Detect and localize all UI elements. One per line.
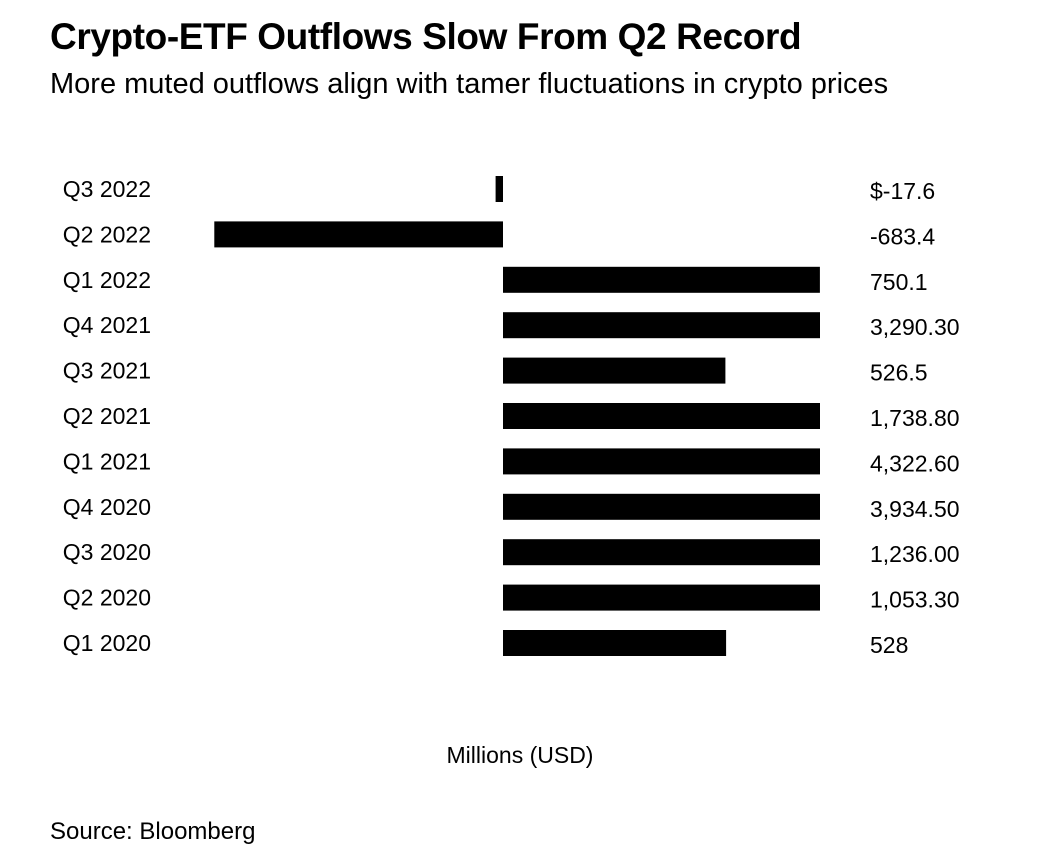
value-label: 4,322.60 <box>870 450 960 476</box>
bar-q2-2020 <box>503 584 820 611</box>
bar-q3-2022 <box>495 176 503 202</box>
category-label: Q2 2021 <box>63 403 151 429</box>
category-label: Q3 2020 <box>63 539 151 565</box>
category-label: Q1 2021 <box>63 448 151 474</box>
value-label: 3,934.50 <box>870 496 960 522</box>
bar-q2-2021 <box>503 403 820 429</box>
value-label: 3,290.30 <box>870 314 960 340</box>
value-label: -683.4 <box>870 223 935 249</box>
bar-q4-2020 <box>503 493 820 520</box>
bar-q1-2020 <box>503 630 727 656</box>
bar-q4-2021 <box>503 312 820 339</box>
category-label: Q1 2020 <box>63 630 151 656</box>
category-label: Q4 2020 <box>63 494 151 520</box>
source-note: Source: Bloomberg <box>50 818 256 845</box>
chart-subtitle: More muted outflows align with tamer flu… <box>50 68 889 100</box>
value-label: 1,053.30 <box>870 587 960 613</box>
value-label: $-17.6 <box>870 178 935 204</box>
category-labels: Q3 2022 Q2 2022 Q1 2022 Q4 2021 Q3 2021 Q2 20… <box>63 176 151 656</box>
bar-q2-2022 <box>214 221 504 248</box>
category-label: Q4 2021 <box>63 312 151 338</box>
category-label: Q2 2020 <box>63 585 151 611</box>
value-label: 526.5 <box>870 360 928 386</box>
chart-title: Crypto-ETF Outflows Slow From Q2 Record <box>50 16 802 57</box>
value-label: 1,236.00 <box>870 541 960 567</box>
bar-q3-2020 <box>503 539 820 566</box>
value-labels: $-17.6 -683.4 750.1 3,290.30 526.5 1,738.80 4,… <box>870 178 960 658</box>
value-label: 750.1 <box>870 269 928 295</box>
value-label: 528 <box>870 632 908 658</box>
bar-q3-2021 <box>503 357 726 384</box>
bar-q1-2022 <box>503 266 820 293</box>
category-label: Q1 2022 <box>63 267 151 293</box>
x-axis-label: Millions (USD) <box>446 742 594 768</box>
category-label: Q2 2022 <box>63 221 151 247</box>
category-label: Q3 2022 <box>63 176 151 202</box>
value-label: 1,738.80 <box>870 405 960 431</box>
category-label: Q3 2021 <box>63 358 151 384</box>
bar-q1-2021 <box>503 448 820 475</box>
bars-group <box>214 176 820 656</box>
